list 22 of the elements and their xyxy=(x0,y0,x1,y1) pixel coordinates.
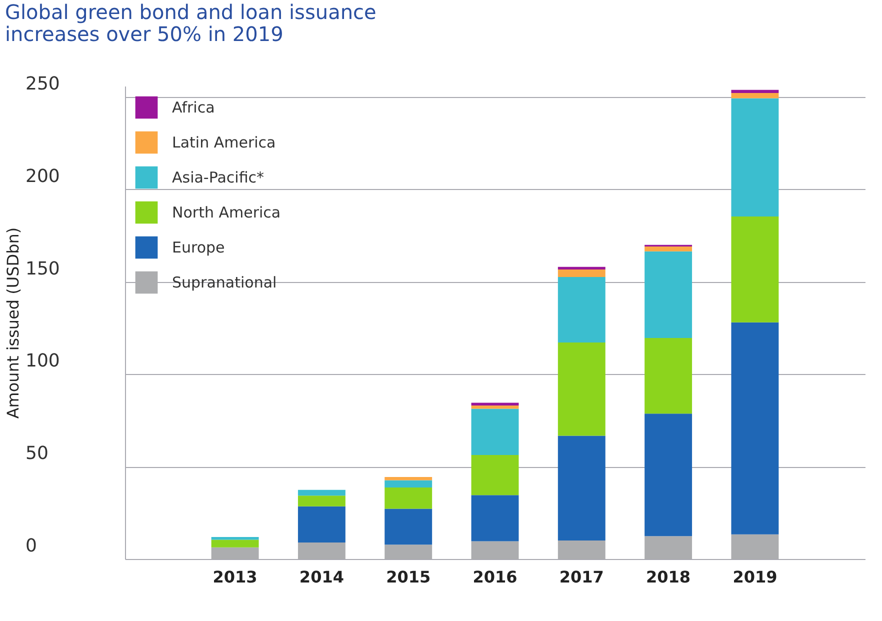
text: increases over 50% in 2019 xyxy=(5,22,284,46)
x-tick-label: 2016 xyxy=(472,568,518,586)
y-tick-label: 200 xyxy=(26,166,60,187)
legend-label: Europe xyxy=(172,238,225,256)
x-tick-label: 2013 xyxy=(212,568,258,586)
x-tick-label: 2019 xyxy=(732,568,778,586)
legend-label: Supranational xyxy=(172,274,277,292)
x-tick-label: 2014 xyxy=(299,568,344,586)
x-tick-label: 2017 xyxy=(559,568,604,586)
text: Global green bond and loan issuance xyxy=(5,0,376,24)
legend-label: Asia-Pacific* xyxy=(172,168,265,186)
y-tick-label: 100 xyxy=(26,350,60,372)
y-tick-label: 250 xyxy=(26,74,60,95)
x-tick-label: 2015 xyxy=(386,568,431,586)
y-axis-title: Amount issued (USDbn) xyxy=(4,227,22,419)
y-tick-label: 150 xyxy=(26,258,60,280)
y-tick-label: 50 xyxy=(26,443,48,464)
y-tick-label: 0 xyxy=(26,536,37,556)
x-tick-label: 2018 xyxy=(646,568,691,586)
legend-label: Latin America xyxy=(172,134,276,152)
legend-label: North America xyxy=(172,204,281,222)
legend-label: Africa xyxy=(172,98,215,116)
